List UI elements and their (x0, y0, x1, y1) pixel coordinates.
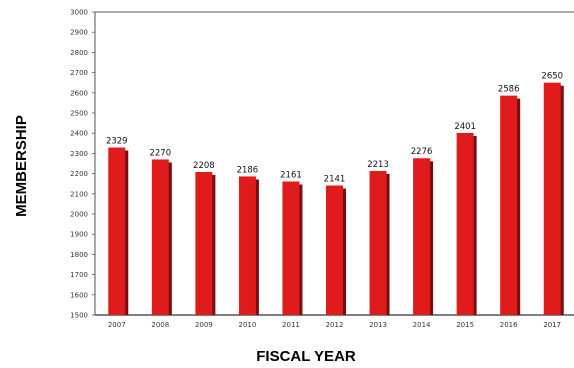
bar (369, 170, 387, 315)
bar-value-label: 2650 (541, 72, 563, 82)
y-tick-label: 1500 (70, 312, 88, 320)
y-tick-label: 2400 (70, 130, 88, 138)
y-tick-label: 1700 (70, 271, 88, 279)
bar (151, 159, 169, 315)
y-tick-label: 2500 (70, 110, 88, 118)
bar (543, 82, 561, 315)
x-axis-ticks: 2007 2008 2009 2010 2011 2012 2013 2014 2015 2016… (108, 321, 561, 329)
x-tick-label: 2016 (500, 321, 518, 329)
y-tick-label: 3000 (70, 9, 88, 17)
y-tick-label: 2100 (70, 190, 88, 198)
bar-value-label: 2161 (280, 170, 302, 180)
x-axis-title: FISCAL YEAR (256, 348, 356, 365)
bar (238, 176, 256, 315)
x-tick-label: 2008 (151, 321, 169, 329)
bar (108, 147, 126, 315)
bar (456, 132, 474, 315)
y-tick-label: 1600 (70, 291, 88, 299)
data-labels: 2329 2270 2208 2186 2161 2141 2213 2276 2401 2586… (106, 72, 563, 185)
x-tick-label: 2017 (543, 321, 561, 329)
y-tick-label: 2200 (70, 170, 88, 178)
bar-value-label: 2401 (454, 122, 476, 132)
bar-value-label: 2141 (324, 175, 346, 185)
y-tick-label: 2000 (70, 211, 88, 219)
bar-value-label: 2208 (193, 161, 215, 171)
x-tick-label: 2012 (326, 321, 344, 329)
bar (195, 171, 213, 315)
bar (500, 95, 518, 316)
y-tick-label: 1900 (70, 231, 88, 239)
x-tick-label: 2010 (238, 321, 256, 329)
x-tick-label: 2009 (195, 321, 213, 329)
bar-value-label: 2270 (149, 148, 171, 158)
x-tick-label: 2014 (413, 321, 431, 329)
bar-value-label: 2186 (237, 165, 259, 175)
bar (282, 181, 300, 315)
bars (108, 82, 564, 316)
bar-value-label: 2329 (106, 137, 128, 147)
bar-value-label: 2213 (367, 160, 389, 170)
bar (326, 185, 343, 315)
bar-value-label: 2586 (498, 85, 520, 95)
x-tick-label: 2007 (108, 321, 126, 329)
y-tick-label: 2300 (70, 150, 88, 158)
x-tick-label: 2013 (369, 321, 387, 329)
y-tick-label: 2900 (70, 29, 88, 37)
y-tick-label: 2600 (70, 89, 88, 97)
y-axis-title: MEMBERSHIP (13, 115, 30, 217)
y-tick-label: 2800 (70, 49, 88, 57)
y-tick-label: 1800 (70, 251, 88, 259)
x-tick-label: 2011 (282, 321, 300, 329)
bar-value-label: 2276 (411, 147, 433, 157)
y-axis-ticks: 1500 1600 1700 1800 1900 2000 2100 2200 2300 2400… (70, 9, 95, 320)
x-tick-label: 2015 (456, 321, 474, 329)
y-tick-label: 2700 (70, 69, 88, 77)
bar (413, 158, 431, 315)
